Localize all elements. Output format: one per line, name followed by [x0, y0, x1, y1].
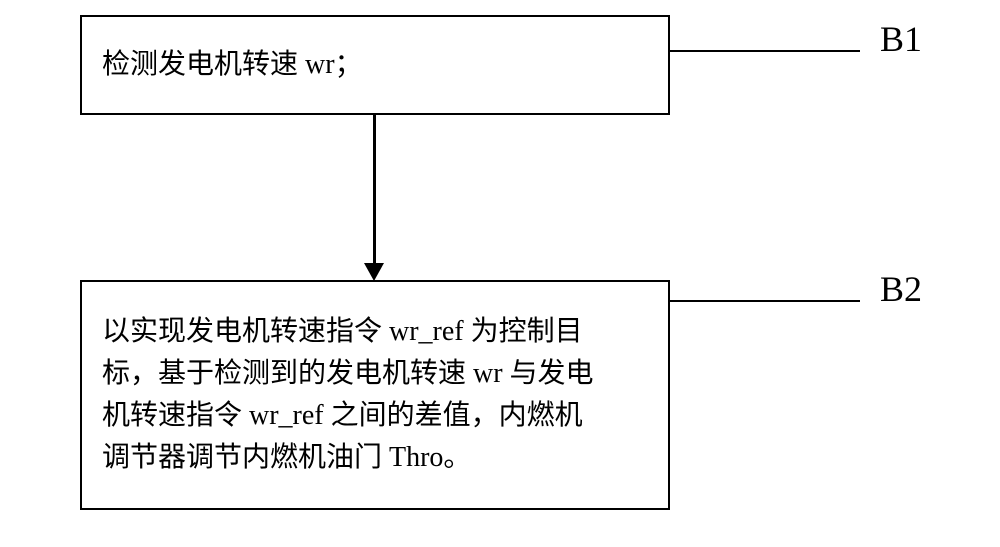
label-b2: B2 [880, 268, 922, 310]
node-b2-text: 以实现发电机转速指令 wr_ref 为控制目 标，基于检测到的发电机转速 wr … [102, 311, 594, 479]
label-b2-line [670, 300, 860, 302]
edge-b1-b2-line [373, 115, 376, 265]
node-b1-text: 检测发电机转速 wr； [102, 44, 363, 86]
label-b1-line [670, 50, 860, 52]
flowchart-node-b2: 以实现发电机转速指令 wr_ref 为控制目 标，基于检测到的发电机转速 wr … [80, 280, 670, 510]
edge-b1-b2-arrow [364, 263, 384, 281]
label-b1: B1 [880, 18, 922, 60]
flowchart-node-b1: 检测发电机转速 wr； [80, 15, 670, 115]
